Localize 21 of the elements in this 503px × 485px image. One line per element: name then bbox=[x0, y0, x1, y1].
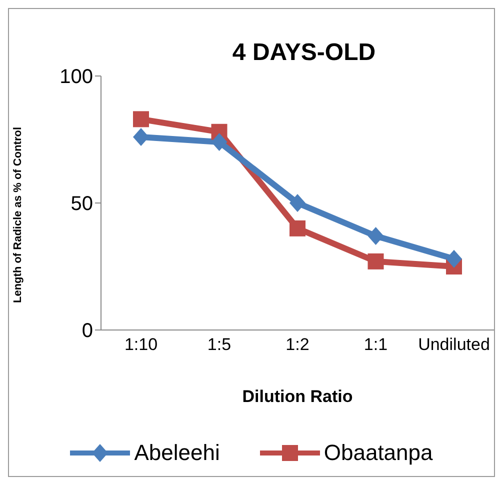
y-tick-label: 0 bbox=[82, 320, 93, 342]
chart-title: 4 DAYS-OLD bbox=[231, 39, 377, 67]
point bbox=[368, 227, 384, 246]
x-tick-label: 1:10 bbox=[124, 335, 158, 354]
point bbox=[368, 253, 384, 270]
x-axis-title: Dilution Ratio bbox=[242, 387, 353, 406]
y-axis-title: Length of Radicle as % of Control bbox=[12, 126, 24, 303]
point bbox=[133, 128, 149, 146]
point bbox=[446, 250, 462, 268]
legend-label: Abeleehi bbox=[133, 440, 220, 466]
legend-label: Obaatanpa bbox=[322, 440, 433, 466]
x-tick-label: Undiluted bbox=[418, 335, 490, 354]
x-tick-label: 1:5 bbox=[207, 335, 232, 354]
point bbox=[211, 133, 228, 152]
point bbox=[290, 194, 306, 212]
point bbox=[290, 220, 306, 236]
x-tick-label: 1:2 bbox=[286, 335, 310, 354]
x-tick-label: 1:1 bbox=[364, 335, 388, 354]
y-tick-label: 100 bbox=[60, 66, 93, 88]
point bbox=[133, 111, 149, 128]
y-tick-label: 50 bbox=[70, 193, 93, 216]
